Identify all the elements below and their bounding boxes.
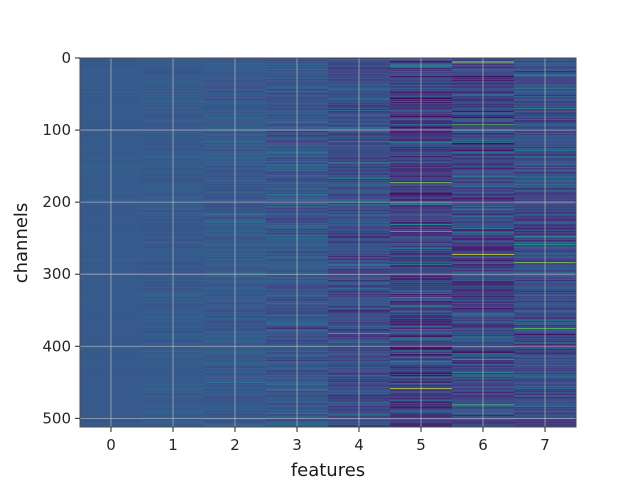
y-tick-label: 100 [42,121,71,139]
x-tick-label: 3 [292,436,302,454]
x-axis-label: features [291,460,365,480]
y-tick-label: 200 [42,193,71,211]
y-tick-label: 500 [42,409,71,427]
y-tick-label: 300 [42,265,71,283]
x-tick-label: 6 [478,436,488,454]
x-tick-label: 5 [416,436,426,454]
y-axis-label: channels [11,203,32,284]
y-axis-ticks: 0 100 200 300 400 500 [42,49,80,427]
x-tick-label: 7 [540,436,550,454]
plot-frame [79,57,577,428]
x-tick-label: 2 [230,436,240,454]
x-axis-ticks: 0 1 2 3 4 5 6 7 [106,427,550,454]
heatmap-cells [80,58,577,428]
x-tick-label: 1 [168,436,178,454]
y-tick-label: 0 [61,49,71,67]
x-tick-label: 4 [354,436,364,454]
y-tick-label: 400 [42,337,71,355]
plot-area [79,57,577,428]
x-tick-label: 0 [106,436,116,454]
